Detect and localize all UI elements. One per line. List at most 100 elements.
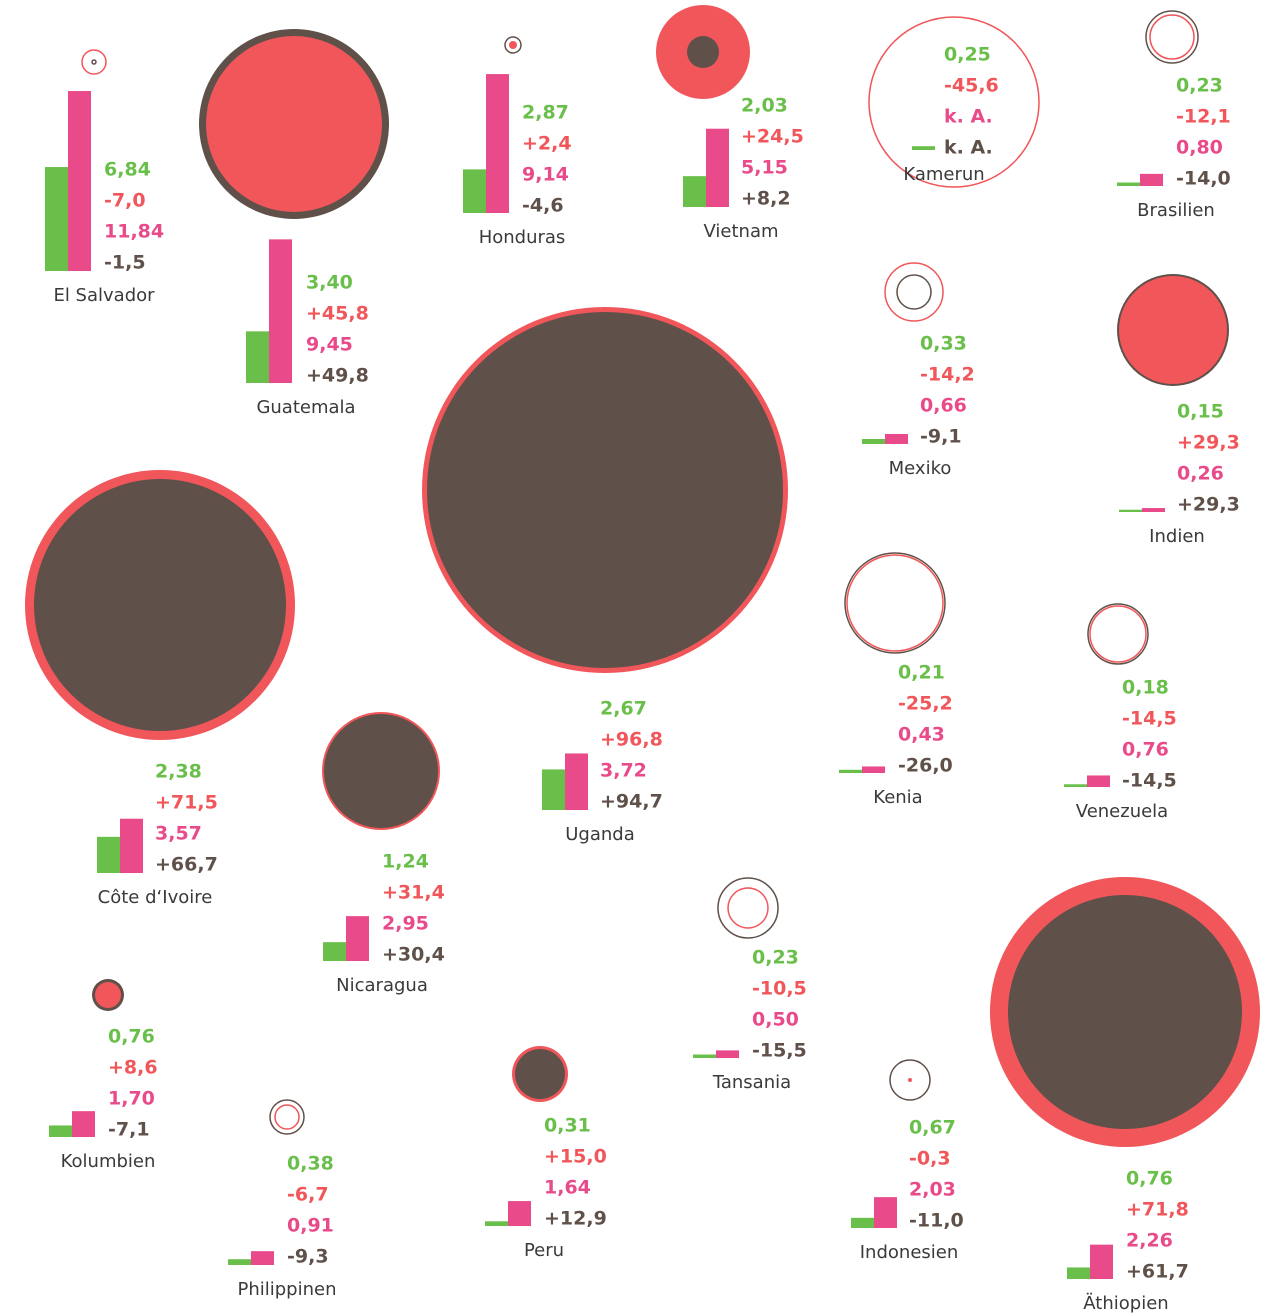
bar-green (839, 769, 862, 773)
bar-green (1067, 1267, 1090, 1279)
value-label: -14,0 (1176, 168, 1231, 190)
country-name: Kenia (873, 787, 922, 808)
value-label: 0,67 (909, 1117, 956, 1139)
country-name: Mexiko (889, 458, 952, 479)
value-label: +96,8 (600, 729, 663, 751)
country-name: El Salvador (53, 285, 155, 306)
bar-pink (68, 91, 91, 271)
circle-red (727, 887, 769, 929)
bar-pink (706, 128, 729, 207)
value-label: 2,03 (741, 95, 788, 117)
bar-green (485, 1221, 508, 1226)
bar-green (912, 146, 935, 150)
value-label: +30,4 (382, 944, 445, 966)
bar-pink (346, 916, 369, 961)
country-name: Guatemala (256, 397, 355, 418)
circle-brown (515, 1049, 565, 1099)
bar-green (323, 942, 346, 961)
value-label: -45,6 (944, 75, 999, 97)
country-name: Kamerun (903, 164, 984, 185)
bar-green (851, 1217, 874, 1228)
country-name: Uganda (565, 824, 635, 845)
circle-brown (324, 714, 438, 828)
country-name: Indonesien (860, 1242, 959, 1263)
circle-brown (34, 479, 286, 731)
circle-red (206, 36, 382, 212)
circle-brown (1008, 895, 1242, 1129)
country-name: Äthiopien (1083, 1293, 1168, 1314)
bar-pink (508, 1201, 531, 1226)
value-label: 0,26 (1177, 463, 1224, 485)
value-label: +94,7 (600, 791, 663, 813)
circle-red (846, 554, 944, 652)
circle-brown (91, 59, 97, 65)
bar-green (693, 1054, 716, 1058)
circle-red (509, 41, 517, 49)
value-label: +2,4 (522, 133, 572, 155)
value-label: -14,5 (1122, 708, 1177, 730)
bar-green (463, 169, 486, 213)
value-label: +71,5 (155, 792, 218, 814)
country-name: Kolumbien (61, 1151, 156, 1172)
value-label: -26,0 (898, 755, 953, 777)
value-label: 2,38 (155, 761, 202, 783)
value-label: -9,3 (287, 1246, 329, 1268)
value-label: 0,18 (1122, 677, 1169, 699)
value-label: +49,8 (306, 365, 369, 387)
value-label: 0,23 (1176, 75, 1223, 97)
circle-brown (504, 36, 522, 54)
bar-green (1117, 182, 1140, 186)
value-label: 0,25 (944, 44, 991, 66)
value-label: 0,23 (752, 947, 799, 969)
value-label: 3,57 (155, 823, 202, 845)
country-name: Vietnam (703, 221, 778, 242)
value-label: 0,66 (920, 395, 967, 417)
circle-red (95, 982, 121, 1008)
bar-pink (1090, 1244, 1113, 1279)
value-label: -7,0 (104, 190, 146, 212)
value-label: 0,31 (544, 1115, 591, 1137)
value-label: -10,5 (752, 978, 807, 1000)
bar-green (45, 167, 68, 271)
country-name: Honduras (479, 227, 566, 248)
value-label: -15,5 (752, 1040, 807, 1062)
value-label: 11,84 (104, 221, 164, 243)
country-name: Brasilien (1137, 200, 1215, 221)
circle-red (81, 49, 107, 75)
value-label: -7,1 (108, 1119, 150, 1141)
bar-green (97, 836, 120, 873)
value-label: +66,7 (155, 854, 218, 876)
value-label: -12,1 (1176, 106, 1231, 128)
value-label: 0,76 (108, 1026, 155, 1048)
value-label: -6,7 (287, 1184, 329, 1206)
country-name: Philippinen (237, 1279, 336, 1300)
bar-pink (874, 1197, 897, 1228)
value-label: k. A. (944, 137, 993, 159)
bar-pink (251, 1251, 274, 1265)
value-label: 0,80 (1176, 137, 1223, 159)
value-label: +45,8 (306, 303, 369, 325)
bar-pink (1140, 173, 1163, 186)
bar-green (683, 176, 706, 207)
circle-brown (1087, 603, 1149, 665)
value-label: 9,14 (522, 164, 569, 186)
bar-pink (1142, 508, 1165, 512)
value-label: 6,84 (104, 159, 151, 181)
circle-brown (896, 274, 932, 310)
value-label: +29,3 (1177, 494, 1240, 516)
value-label: 0,50 (752, 1009, 799, 1031)
bar-pink (72, 1111, 95, 1137)
bar-green (862, 438, 885, 444)
value-label: 0,76 (1126, 1168, 1173, 1190)
value-label: -11,0 (909, 1210, 964, 1232)
bar-pink (486, 74, 509, 214)
circle-red (868, 16, 1040, 188)
value-label: +31,4 (382, 882, 445, 904)
value-label: 5,15 (741, 157, 788, 179)
bar-green (1119, 509, 1142, 512)
bar-pink (885, 433, 908, 444)
value-label: 1,24 (382, 851, 429, 873)
country-name: Côte d‘Ivoire (98, 887, 213, 908)
country-name: Indien (1149, 526, 1205, 547)
